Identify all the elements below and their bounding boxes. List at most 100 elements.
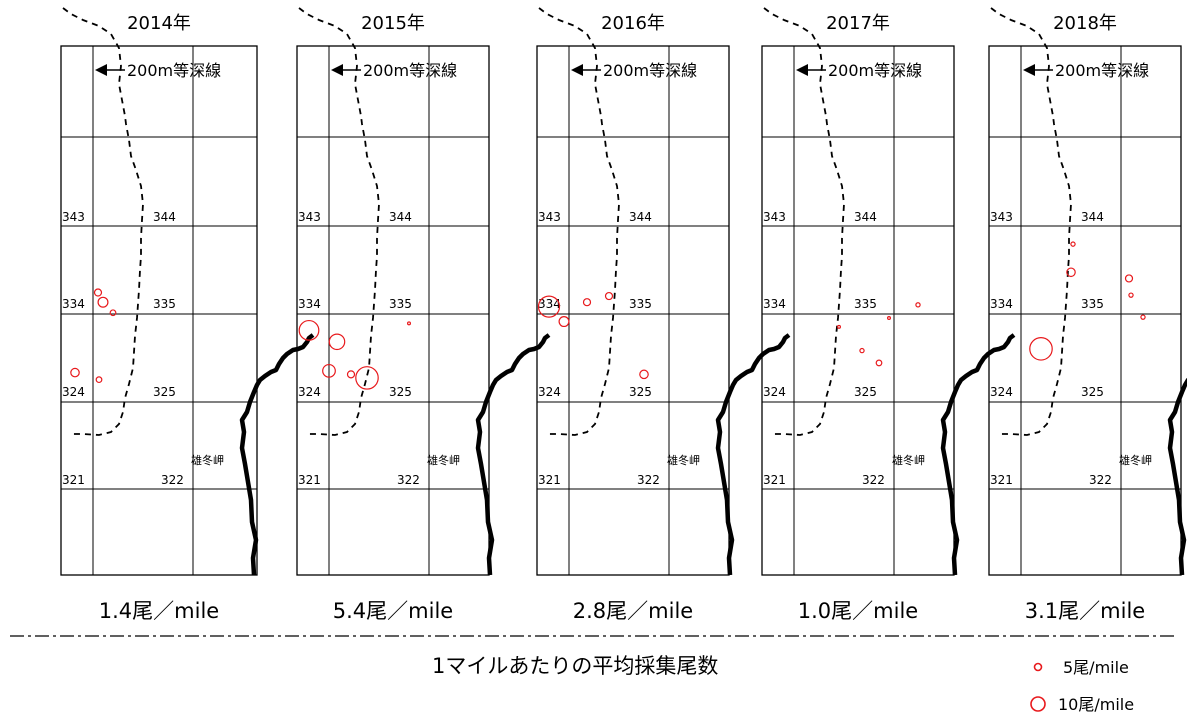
grid-number: 322 [161,473,184,487]
catch-circle [1128,292,1134,298]
catch-rate: 1.0尾／mile [798,599,918,623]
grid-number: 334 [990,297,1013,311]
catch-circle [355,366,379,390]
catch-circle [1140,314,1146,320]
catch-circle [1070,241,1076,247]
year-title: 2017年 [826,13,890,34]
catch-circle [322,363,336,378]
grid-number: 335 [1081,297,1104,311]
grid-number: 344 [629,210,652,224]
panel-frame [761,45,955,576]
year-title: 2015年 [361,13,425,34]
legend-label: 5尾/mile [1063,658,1129,677]
grid-number: 334 [763,297,786,311]
grid-number: 344 [153,210,176,224]
catch-circle [328,333,346,351]
grid-number: 335 [389,297,412,311]
grid-number: 334 [298,297,321,311]
isobath-label: 200m等深線 [1055,61,1149,80]
catch-rate: 3.1尾／mile [1025,599,1145,623]
catch-circle [915,302,921,308]
catch-circle [604,291,614,301]
catch-circle [406,321,411,326]
grid-number: 324 [298,385,321,399]
isobath-label: 200m等深線 [603,61,697,80]
grid-number: 344 [854,210,877,224]
catch-circle [859,347,865,354]
arrow-head-icon [331,64,343,76]
cape-label: 雄冬岬 [1119,453,1152,467]
panel-frame [296,45,490,576]
cape-label: 雄冬岬 [427,453,460,467]
grid-number: 322 [862,473,885,487]
grid-number: 324 [763,385,786,399]
grid-number: 325 [629,385,652,399]
catch-circle [93,288,103,297]
arrow-head-icon [796,64,808,76]
grid-number: 321 [298,473,321,487]
panel-frame [536,45,730,576]
catch-circle [875,359,883,367]
grid-number: 343 [298,210,321,224]
grid-number: 343 [62,210,85,224]
isobath-200m-line [763,7,845,436]
isobath-200m-line [538,7,620,436]
panel-frame [60,45,258,576]
catch-circle [109,309,117,317]
year-title: 2018年 [1053,13,1117,34]
catch-rate: 2.8尾／mile [573,599,693,623]
catch-circle [558,316,570,328]
catch-rate: 1.4尾／mile [99,599,219,623]
grid-number: 343 [538,210,561,224]
grid-number: 343 [990,210,1013,224]
grid-number: 322 [1089,473,1112,487]
arrow-head-icon [571,64,583,76]
grid-number: 335 [153,297,176,311]
grid-number: 334 [62,297,85,311]
legend-circle-icon [1030,696,1046,712]
grid-number: 344 [389,210,412,224]
isobath-200m-line [298,7,380,436]
catch-rate: 5.4尾／mile [333,599,453,623]
grid-number: 344 [1081,210,1104,224]
year-title: 2016年 [601,13,665,34]
catch-circle [582,298,592,307]
grid-number: 343 [763,210,786,224]
coastline [1167,377,1187,576]
catch-circle [1029,337,1053,361]
catch-circle [95,376,103,384]
grid-number: 321 [990,473,1013,487]
coastline [940,333,1016,576]
catch-circle [70,367,80,378]
grid-number: 325 [1081,385,1104,399]
coastline [475,333,551,576]
panel-frame [988,45,1182,576]
catch-circle [97,296,109,308]
cape-label: 雄冬岬 [892,453,925,467]
catch-circle [836,324,841,329]
legend-label: 10尾/mile [1058,695,1134,714]
catch-circle [1066,267,1076,278]
cape-label: 雄冬岬 [667,453,700,467]
grid-number: 334 [538,297,561,311]
catch-circle [639,369,649,380]
isobath-200m-line [990,7,1072,436]
caption: 1マイルあたりの平均採集尾数 [432,654,718,678]
legend-circle-icon [1033,662,1043,672]
grid-number: 322 [397,473,420,487]
isobath-label: 200m等深線 [828,61,922,80]
isobath-label: 200m等深線 [127,61,221,80]
cape-label: 雄冬岬 [191,453,224,467]
year-title: 2014年 [127,13,191,34]
grid-number: 325 [153,385,176,399]
arrow-head-icon [95,64,107,76]
catch-circle [1124,274,1134,283]
arrow-head-icon [1023,64,1035,76]
isobath-200m-line [62,7,144,436]
coastline [715,333,791,576]
